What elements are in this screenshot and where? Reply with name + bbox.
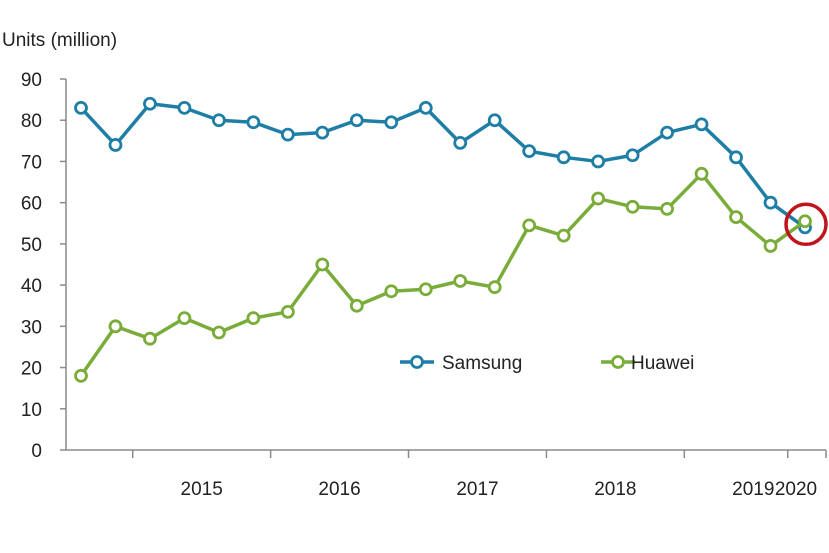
- data-point-huawei: [143, 331, 157, 346]
- data-point-samsung: [349, 113, 364, 128]
- y-tick-label: 10: [21, 400, 42, 421]
- data-point-samsung: [74, 100, 88, 115]
- data-point-huawei: [487, 280, 502, 295]
- highlight-circle: [784, 202, 828, 247]
- data-point-huawei: [798, 214, 812, 229]
- data-point-samsung: [522, 144, 537, 159]
- data-point-samsung: [212, 113, 226, 128]
- data-point-huawei: [660, 201, 674, 216]
- data-point-huawei: [74, 368, 88, 383]
- data-point-huawei: [522, 218, 537, 233]
- x-axis-ticks: 2015 2016 2017 2018 2019 2020: [131, 450, 827, 500]
- y-tick-label: 90: [21, 70, 42, 91]
- y-axis-ticks: 0 10 20 30 40 50 60 70 80 90: [21, 70, 66, 462]
- y-axis-label: Units (million): [2, 30, 117, 51]
- legend-marker-huawei: [611, 355, 625, 369]
- data-point-huawei: [453, 274, 468, 288]
- data-point-huawei: [591, 191, 606, 206]
- data-point-samsung: [660, 125, 674, 140]
- data-point-huawei: [212, 325, 226, 340]
- y-tick-label: 70: [21, 152, 42, 173]
- axes: [65, 79, 826, 451]
- y-tick-label: 80: [21, 111, 42, 132]
- data-point-samsung: [418, 100, 433, 115]
- y-tick-label: 30: [21, 317, 42, 338]
- data-point-samsung: [108, 138, 123, 152]
- data-point-huawei: [763, 239, 778, 253]
- data-point-huawei: [315, 257, 330, 272]
- x-tick-label: 2017: [456, 479, 498, 500]
- data-point-huawei: [384, 284, 399, 299]
- data-point-samsung: [453, 135, 468, 150]
- legend-label-samsung: Samsung: [442, 353, 522, 374]
- legend-label-huawei: Huawei: [631, 353, 694, 374]
- y-tick-label: 40: [21, 276, 42, 297]
- y-tick-label: 50: [21, 235, 42, 256]
- data-point-huawei: [694, 166, 709, 181]
- data-point-samsung: [694, 117, 709, 132]
- data-point-samsung: [246, 115, 261, 130]
- data-point-huawei: [729, 210, 743, 224]
- data-point-huawei: [108, 319, 123, 334]
- data-point-huawei: [418, 282, 433, 297]
- data-point-samsung: [280, 127, 295, 142]
- x-tick-label: 2018: [594, 479, 636, 500]
- data-point-samsung: [177, 100, 192, 115]
- highlight-group: [784, 202, 828, 247]
- data-point-huawei: [349, 298, 364, 313]
- data-point-huawei: [246, 311, 261, 325]
- x-tick-label: 2020: [775, 479, 817, 500]
- y-tick-label: 20: [21, 359, 42, 380]
- data-point-samsung: [729, 150, 743, 165]
- data-point-huawei: [556, 228, 571, 243]
- data-point-samsung: [315, 125, 330, 140]
- data-point-huawei: [625, 199, 640, 214]
- legend: Samsung Huawei: [400, 353, 694, 374]
- x-tick-label: 2015: [181, 479, 223, 500]
- series-line-huawei: [79, 172, 807, 377]
- data-point-samsung: [384, 115, 399, 130]
- y-tick-label: 0: [31, 441, 42, 462]
- data-point-samsung: [591, 154, 606, 169]
- x-tick-label: 2019: [732, 479, 774, 500]
- data-point-huawei: [280, 305, 295, 319]
- data-point-huawei: [177, 311, 192, 325]
- data-point-samsung: [763, 195, 778, 210]
- data-point-samsung: [625, 148, 640, 163]
- data-point-samsung: [143, 96, 157, 111]
- legend-marker-samsung: [410, 355, 424, 369]
- y-tick-label: 60: [21, 194, 42, 215]
- series-line-samsung: [79, 101, 807, 229]
- series-group: [74, 96, 812, 383]
- data-point-samsung: [487, 113, 502, 128]
- x-tick-label: 2016: [318, 479, 360, 500]
- data-point-samsung: [556, 150, 571, 165]
